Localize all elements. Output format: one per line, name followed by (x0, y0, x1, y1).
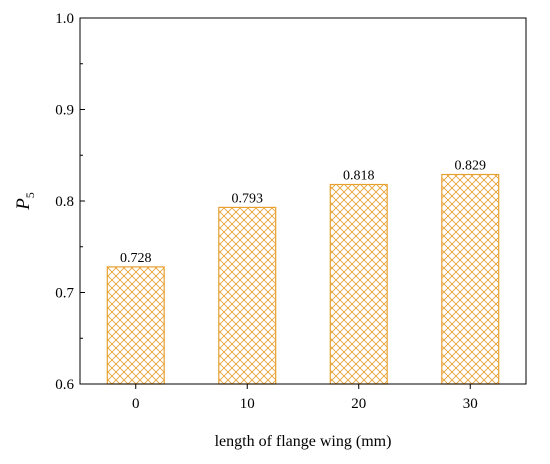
y-axis-title: P5 (13, 192, 37, 211)
data-labels-group: 0.728 0.793 0.818 0.829 (120, 159, 486, 266)
x-tick-label-0: 0 (132, 396, 140, 412)
bar-30 (441, 173, 500, 385)
bar-0 (106, 266, 165, 385)
bar-20 (329, 183, 388, 385)
y-axis-ticks: 0.6 0.7 0.8 0.9 1.0 (55, 11, 85, 393)
x-tick-label-30: 30 (463, 396, 478, 412)
data-label-20: 0.818 (343, 169, 375, 184)
x-axis-title: length of flange wing (mm) (215, 433, 392, 450)
y-tick-label-0.7: 0.7 (55, 286, 74, 302)
y-tick-label-0.6: 0.6 (55, 377, 74, 393)
y-tick-label-0.8: 0.8 (55, 194, 74, 210)
x-tick-label-10: 10 (240, 396, 255, 412)
y-tick-label-0.9: 0.9 (55, 103, 74, 119)
data-label-10: 0.793 (232, 191, 264, 206)
y-axis-title-main: P (13, 198, 34, 211)
bar-10 (218, 206, 277, 385)
y-axis-title-subscript: 5 (23, 192, 37, 198)
y-tick-label-1.0: 1.0 (55, 11, 74, 27)
svg-text:P5: P5 (13, 192, 37, 211)
x-axis-ticks: 0 10 20 30 (132, 384, 478, 412)
x-tick-label-20: 20 (351, 396, 366, 412)
data-label-30: 0.829 (455, 159, 487, 174)
data-label-0: 0.728 (120, 251, 152, 266)
plot-frame (79, 17, 527, 385)
bars-group (106, 173, 500, 385)
